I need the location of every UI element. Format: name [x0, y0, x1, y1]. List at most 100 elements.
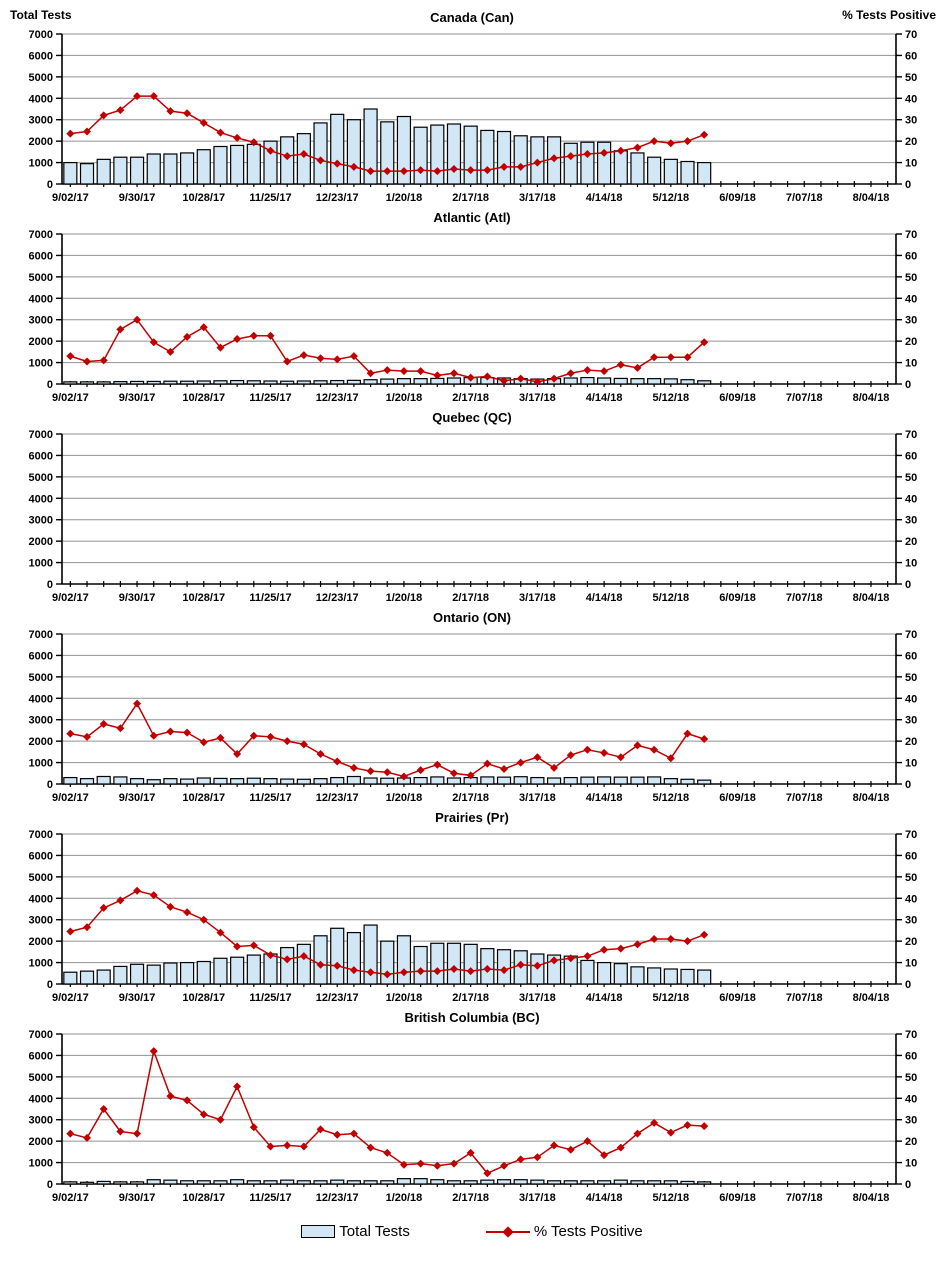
svg-text:7000: 7000 — [29, 629, 53, 641]
svg-text:4/14/18: 4/14/18 — [586, 392, 623, 404]
svg-text:4000: 4000 — [29, 293, 53, 305]
svg-text:20: 20 — [905, 1136, 917, 1148]
svg-text:3000: 3000 — [29, 915, 53, 927]
svg-text:5000: 5000 — [29, 872, 53, 884]
svg-text:0: 0 — [905, 979, 911, 991]
svg-text:4/14/18: 4/14/18 — [586, 1192, 623, 1204]
svg-text:7000: 7000 — [29, 229, 53, 241]
svg-text:4/14/18: 4/14/18 — [586, 992, 623, 1004]
svg-text:8/04/18: 8/04/18 — [853, 1192, 890, 1204]
svg-text:7/07/18: 7/07/18 — [786, 792, 823, 804]
svg-text:4/14/18: 4/14/18 — [586, 192, 623, 204]
svg-text:60: 60 — [905, 650, 917, 662]
svg-text:2/17/18: 2/17/18 — [452, 192, 489, 204]
total-tests-swatch-icon — [301, 1224, 336, 1238]
svg-text:2000: 2000 — [29, 736, 53, 748]
svg-text:3/17/18: 3/17/18 — [519, 392, 556, 404]
svg-text:2/17/18: 2/17/18 — [452, 392, 489, 404]
svg-text:10/28/17: 10/28/17 — [182, 792, 225, 804]
svg-text:20: 20 — [905, 336, 917, 348]
svg-text:10: 10 — [905, 358, 917, 370]
svg-text:10/28/17: 10/28/17 — [182, 592, 225, 604]
svg-text:0: 0 — [905, 179, 911, 191]
svg-text:7000: 7000 — [29, 1029, 53, 1041]
chart-title-ontario: Ontario (ON) — [433, 610, 511, 625]
svg-text:1/20/18: 1/20/18 — [386, 992, 423, 1004]
top-header-row: Total Tests Canada (Can) % Tests Positiv… — [0, 2, 944, 28]
svg-text:6/09/18: 6/09/18 — [719, 992, 756, 1004]
chart-title-british-columbia: British Columbia (BC) — [404, 1010, 540, 1025]
svg-text:12/23/17: 12/23/17 — [316, 992, 359, 1004]
svg-text:70: 70 — [905, 829, 917, 841]
svg-text:6/09/18: 6/09/18 — [719, 192, 756, 204]
right-axis-title: % Tests Positive — [842, 8, 936, 22]
svg-text:4000: 4000 — [29, 93, 53, 105]
svg-text:5/12/18: 5/12/18 — [652, 792, 689, 804]
svg-text:2000: 2000 — [29, 936, 53, 948]
svg-text:30: 30 — [905, 1115, 917, 1127]
svg-text:60: 60 — [905, 850, 917, 862]
svg-text:11/25/17: 11/25/17 — [249, 1192, 291, 1204]
svg-text:20: 20 — [905, 936, 917, 948]
svg-text:11/25/17: 11/25/17 — [249, 592, 291, 604]
svg-text:9/30/17: 9/30/17 — [119, 592, 156, 604]
svg-text:30: 30 — [905, 915, 917, 927]
svg-text:6/09/18: 6/09/18 — [719, 392, 756, 404]
legend: Total Tests % Tests Positive — [0, 1210, 944, 1252]
svg-text:5000: 5000 — [29, 272, 53, 284]
chart-title-atlantic: Atlantic (Atl) — [433, 210, 511, 225]
svg-text:9/02/17: 9/02/17 — [52, 992, 89, 1004]
svg-text:11/25/17: 11/25/17 — [249, 992, 291, 1004]
pct-positive-line-icon — [485, 1225, 530, 1238]
svg-text:1/20/18: 1/20/18 — [386, 1192, 423, 1204]
svg-text:40: 40 — [905, 293, 917, 305]
svg-text:7000: 7000 — [29, 29, 53, 41]
svg-text:11/25/17: 11/25/17 — [249, 392, 291, 404]
svg-text:12/23/17: 12/23/17 — [316, 592, 359, 604]
svg-text:1000: 1000 — [29, 758, 53, 770]
svg-text:8/04/18: 8/04/18 — [853, 592, 890, 604]
left-axis-title: Total Tests — [10, 8, 72, 22]
svg-text:11/25/17: 11/25/17 — [249, 192, 291, 204]
svg-text:4000: 4000 — [29, 693, 53, 705]
svg-text:6000: 6000 — [29, 650, 53, 662]
svg-text:50: 50 — [905, 272, 917, 284]
svg-text:7/07/18: 7/07/18 — [786, 192, 823, 204]
svg-text:1000: 1000 — [29, 958, 53, 970]
svg-text:0: 0 — [905, 1179, 911, 1191]
svg-text:12/23/17: 12/23/17 — [316, 392, 359, 404]
svg-text:5/12/18: 5/12/18 — [652, 392, 689, 404]
svg-text:70: 70 — [905, 229, 917, 241]
svg-text:50: 50 — [905, 72, 917, 84]
svg-text:0: 0 — [905, 379, 911, 391]
svg-text:30: 30 — [905, 515, 917, 527]
svg-text:5000: 5000 — [29, 72, 53, 84]
svg-text:10/28/17: 10/28/17 — [182, 992, 225, 1004]
svg-text:3/17/18: 3/17/18 — [519, 192, 556, 204]
svg-text:10: 10 — [905, 158, 917, 170]
svg-text:10/28/17: 10/28/17 — [182, 392, 225, 404]
svg-text:9/02/17: 9/02/17 — [52, 592, 89, 604]
svg-text:6000: 6000 — [29, 850, 53, 862]
svg-text:70: 70 — [905, 429, 917, 441]
svg-text:9/02/17: 9/02/17 — [52, 392, 89, 404]
svg-text:3/17/18: 3/17/18 — [519, 592, 556, 604]
svg-text:2/17/18: 2/17/18 — [452, 592, 489, 604]
svg-text:3000: 3000 — [29, 115, 53, 127]
legend-item-total-tests: Total Tests — [301, 1223, 410, 1240]
svg-text:8/04/18: 8/04/18 — [853, 392, 890, 404]
chart-title-quebec: Quebec (QC) — [432, 410, 512, 425]
svg-text:2/17/18: 2/17/18 — [452, 1192, 489, 1204]
chart-british-columbia: British Columbia (BC) 7000 70 6000 60 5000 50… — [0, 1008, 944, 1206]
svg-text:60: 60 — [905, 50, 917, 62]
svg-text:0: 0 — [47, 179, 53, 191]
svg-text:1000: 1000 — [29, 1158, 53, 1170]
legend-pct-positive-label: % Tests Positive — [533, 1222, 643, 1240]
svg-text:4000: 4000 — [29, 493, 53, 505]
svg-text:7/07/18: 7/07/18 — [786, 1192, 823, 1204]
svg-text:1000: 1000 — [29, 358, 53, 370]
svg-text:9/30/17: 9/30/17 — [119, 1192, 156, 1204]
